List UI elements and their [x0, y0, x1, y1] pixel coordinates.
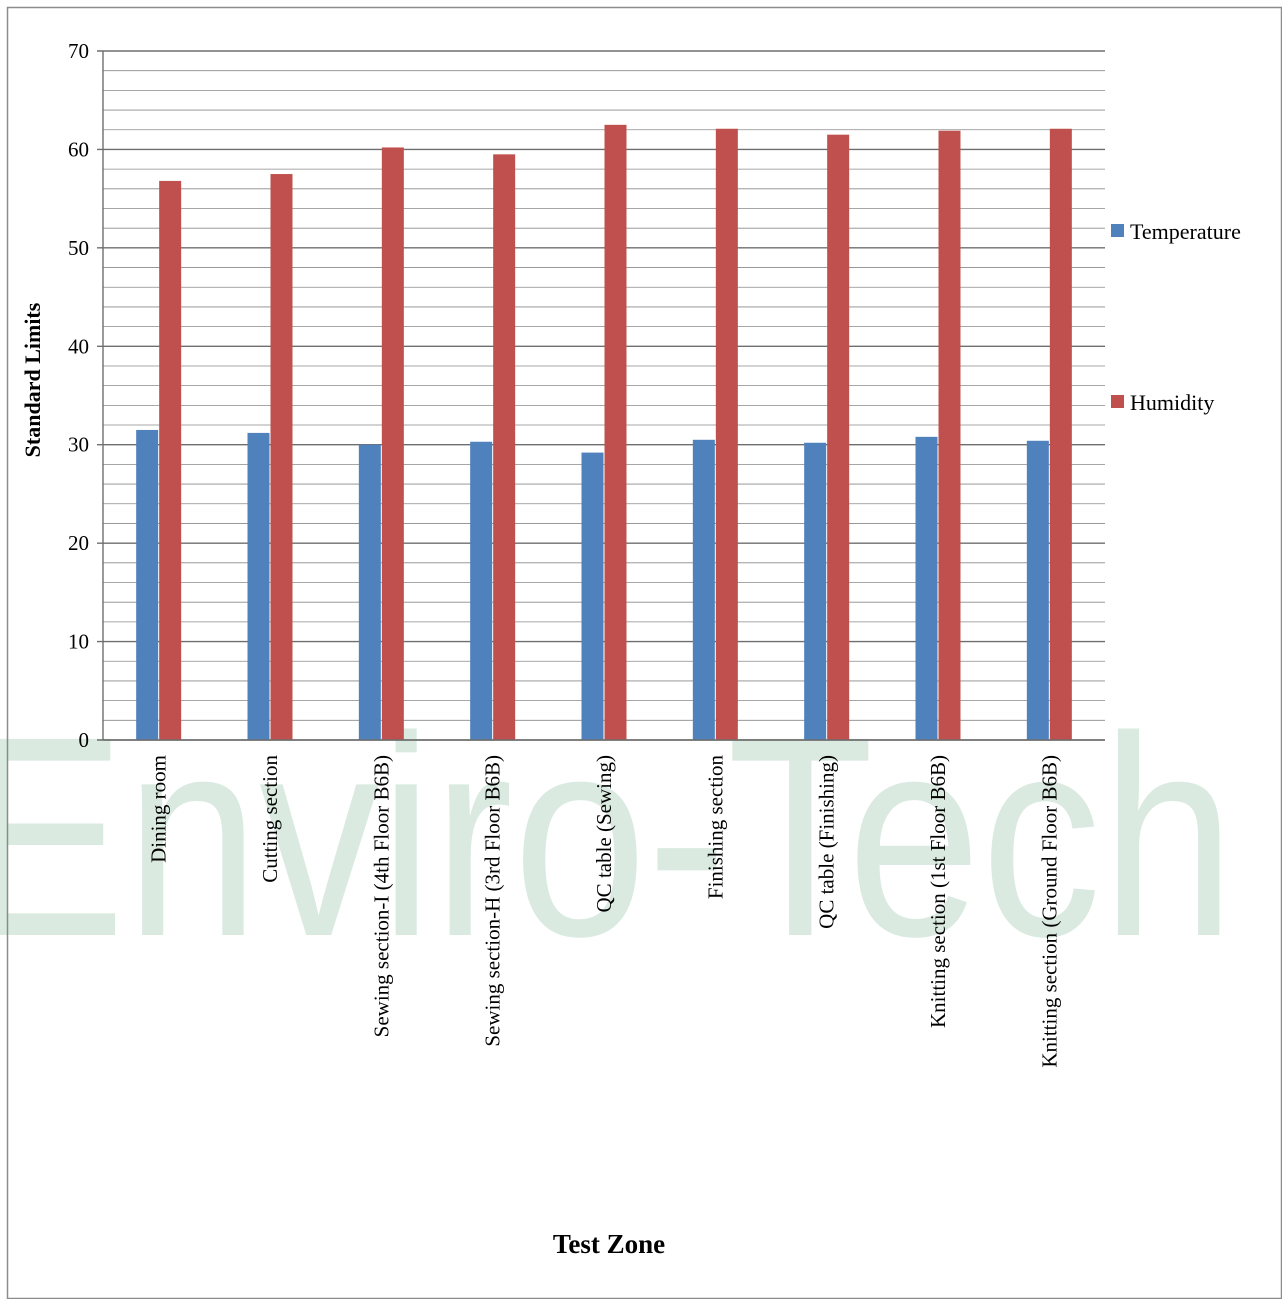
legend-label-temperature: Temperature	[1130, 219, 1241, 244]
bar-humidity	[493, 154, 516, 741]
bar-temperature	[581, 452, 604, 740]
y-tick-label: 40	[68, 334, 89, 358]
y-tick-label: 10	[68, 630, 89, 654]
legend-swatch-temperature	[1111, 224, 1124, 237]
bar-humidity	[715, 128, 738, 741]
legend: Temperature Humidity	[1111, 219, 1241, 415]
bar-temperature	[1026, 440, 1049, 740]
y-axis-title: Standard Limits	[20, 302, 45, 457]
bar-humidity	[827, 134, 850, 740]
bar-humidity	[1049, 128, 1072, 741]
x-tick-label: QC table (Sewing)	[592, 755, 616, 912]
x-tick-label: Sewing section-H (3rd Floor B6B)	[481, 755, 505, 1047]
axes	[102, 51, 1105, 741]
y-tick-label: 0	[79, 728, 90, 752]
bar-temperature	[804, 442, 827, 740]
x-axis-title: Test Zone	[553, 1229, 665, 1259]
y-tick-label: 60	[68, 137, 89, 161]
bars	[136, 124, 1072, 741]
bar-humidity	[159, 180, 182, 740]
bar-humidity	[270, 174, 293, 741]
y-tick-label: 50	[68, 236, 89, 260]
x-tick-label: Finishing section	[703, 755, 727, 900]
bar-temperature	[470, 441, 493, 740]
bar-temperature	[915, 436, 938, 740]
x-tick-label: Knitting section (1st Floor B6B)	[926, 755, 950, 1028]
y-tick-label: 30	[68, 433, 89, 457]
x-tick-label: Cutting section	[258, 755, 282, 883]
bar-humidity	[604, 124, 627, 741]
chart-border	[6, 6, 1282, 1300]
y-tick-label: 70	[68, 39, 89, 63]
y-tick-label: 20	[68, 531, 89, 555]
bar-temperature	[247, 432, 270, 740]
bar-temperature	[692, 439, 715, 740]
bar-temperature	[136, 429, 159, 740]
x-tick-label: Knitting section (Ground Floor B6B)	[1037, 755, 1061, 1068]
grid	[97, 50, 1105, 741]
x-tick-labels: Dining room Cutting section Sewing section…	[147, 755, 1062, 1068]
y-tick-labels: 0 10 20 30 40 50 60 70	[68, 39, 89, 752]
bar-humidity	[381, 147, 404, 740]
x-tick-label: Dining room	[147, 755, 171, 863]
x-tick-label: QC table (Finishing)	[815, 755, 839, 929]
x-tick-label: Sewing section-I (4th Floor B6B)	[369, 755, 393, 1037]
bar-humidity	[938, 130, 961, 740]
legend-label-humidity: Humidity	[1130, 390, 1214, 415]
bar-temperature	[358, 444, 381, 740]
legend-swatch-humidity	[1111, 395, 1124, 408]
